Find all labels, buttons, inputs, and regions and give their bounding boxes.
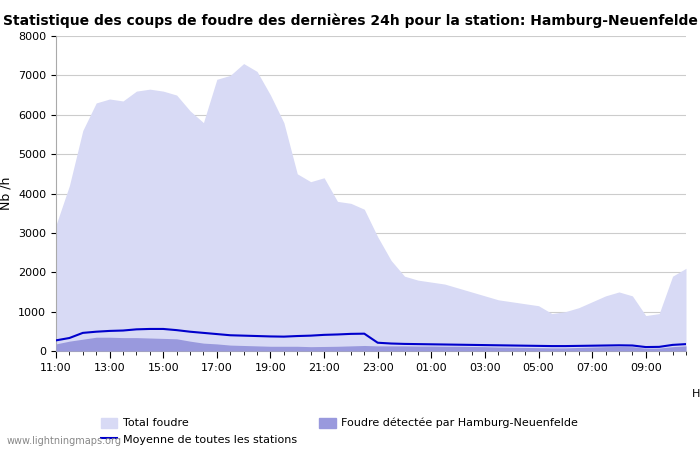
Y-axis label: Nb /h: Nb /h [0,177,13,210]
Text: www.lightningmaps.org: www.lightningmaps.org [7,436,122,446]
Text: Heure: Heure [692,389,700,399]
Text: Statistique des coups de foudre des dernières 24h pour la station: Hamburg-Neuen: Statistique des coups de foudre des dern… [3,14,697,28]
Legend: Total foudre, Moyenne de toutes les stations, Foudre détectée par Hamburg-Neuenf: Total foudre, Moyenne de toutes les stat… [96,413,583,449]
